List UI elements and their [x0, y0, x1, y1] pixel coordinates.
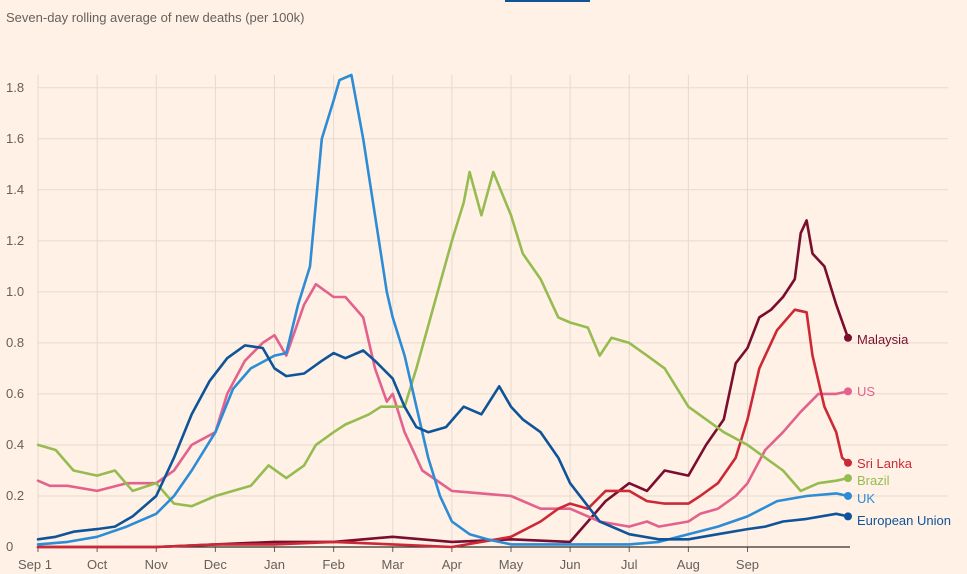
series-end-marker — [844, 512, 852, 521]
x-tick-label: Feb — [322, 557, 344, 572]
x-tick-label: Aug — [677, 557, 700, 572]
series-end-marker — [844, 474, 852, 483]
x-tick-label: Dec — [204, 557, 228, 572]
x-tick-label: May — [499, 557, 524, 572]
series-line-us — [36, 282, 850, 528]
x-tick-label: Nov — [145, 557, 169, 572]
y-tick-label: 0.6 — [6, 386, 24, 401]
x-tick-label: Sep 1 — [18, 557, 52, 572]
x-tick-label: Sep — [736, 557, 759, 572]
y-tick-label: 1.8 — [6, 80, 24, 95]
y-tick-label: 0.2 — [6, 488, 24, 503]
series-end-marker — [844, 491, 852, 500]
series-label: US — [857, 384, 875, 399]
gridlines — [37, 75, 948, 547]
x-tick-label: Jun — [560, 557, 581, 572]
x-tick-label: Mar — [382, 557, 405, 572]
y-tick-label: 0 — [6, 539, 13, 554]
y-tick-label: 1.0 — [6, 284, 24, 299]
series-label: Brazil — [857, 473, 890, 488]
series-lines — [36, 73, 850, 549]
y-tick-label: 1.2 — [6, 233, 24, 248]
series-label: Sri Lanka — [857, 456, 913, 471]
x-tick-label: Oct — [87, 557, 108, 572]
header-accent-bar — [505, 0, 590, 2]
y-tick-label: 1.6 — [6, 131, 24, 146]
series-label: European Union — [857, 513, 951, 528]
series-end-marker — [844, 387, 852, 396]
series-line-european-union — [36, 344, 850, 541]
series-end-marker — [844, 333, 852, 342]
series-label: UK — [857, 491, 875, 506]
x-tick-label: Jul — [621, 557, 638, 572]
series-end-marker — [844, 458, 852, 467]
series-line-brazil — [36, 170, 850, 508]
series-line-sri-lanka — [36, 308, 850, 549]
chart-title: Seven-day rolling average of new deaths … — [6, 10, 305, 25]
x-tick-label: Apr — [442, 557, 463, 572]
y-tick-label: 1.4 — [6, 182, 24, 197]
y-tick-label: 0.4 — [6, 437, 24, 452]
series-line-uk — [36, 73, 850, 546]
x-tick-label: Jan — [264, 557, 285, 572]
series-labels: Malaysia US Sri Lanka Brazil UK European Unio… — [844, 332, 951, 528]
series-label: Malaysia — [857, 332, 909, 347]
y-tick-label: 0.8 — [6, 335, 24, 350]
